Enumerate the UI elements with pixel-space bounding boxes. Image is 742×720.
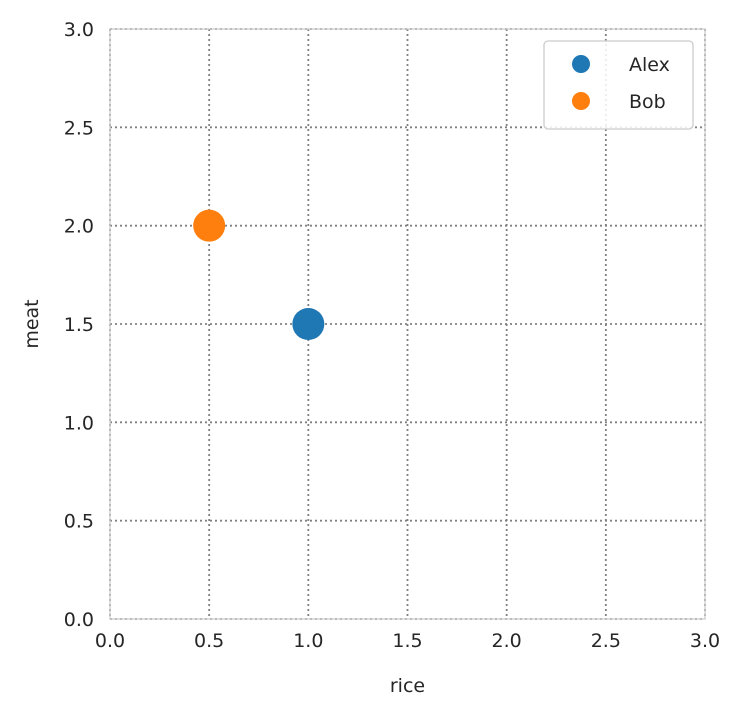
legend-marker-alex	[572, 55, 590, 73]
x-tick-label: 1.0	[293, 630, 323, 652]
legend-marker-bob	[572, 92, 590, 110]
legend-label-bob: Bob	[629, 91, 666, 113]
x-tick-label: 0.5	[194, 630, 224, 652]
point-alex	[292, 308, 325, 340]
legend-label-alex: Alex	[629, 54, 670, 76]
y-tick-label: 0.5	[64, 511, 94, 533]
x-tick-label: 3.0	[690, 630, 720, 652]
tick-labels: 0.0 0.5 1.0 1.5 2.0 2.5 3.0 0.0 0.5 1.0 1.5 2.0 2.5 3…	[64, 19, 720, 652]
y-tick-label: 2.0	[64, 216, 94, 238]
data-points	[193, 209, 325, 340]
y-tick-label: 2.5	[64, 117, 94, 139]
x-tick-label: 1.5	[392, 630, 422, 652]
x-axis-label: rice	[390, 675, 425, 697]
y-tick-label: 0.0	[64, 609, 94, 631]
y-tick-label: 1.0	[64, 412, 94, 434]
x-tick-label: 0.0	[95, 630, 125, 652]
plot-frame	[109, 28, 706, 620]
y-tick-label: 3.0	[64, 19, 94, 41]
legend: Alex Bob	[543, 40, 694, 130]
legend-box	[543, 40, 694, 130]
x-tick-label: 2.5	[591, 630, 621, 652]
point-bob	[193, 209, 226, 242]
x-tick-label: 2.0	[492, 630, 522, 652]
y-tick-label: 1.5	[64, 314, 94, 336]
y-axis-label: meat	[21, 299, 43, 348]
